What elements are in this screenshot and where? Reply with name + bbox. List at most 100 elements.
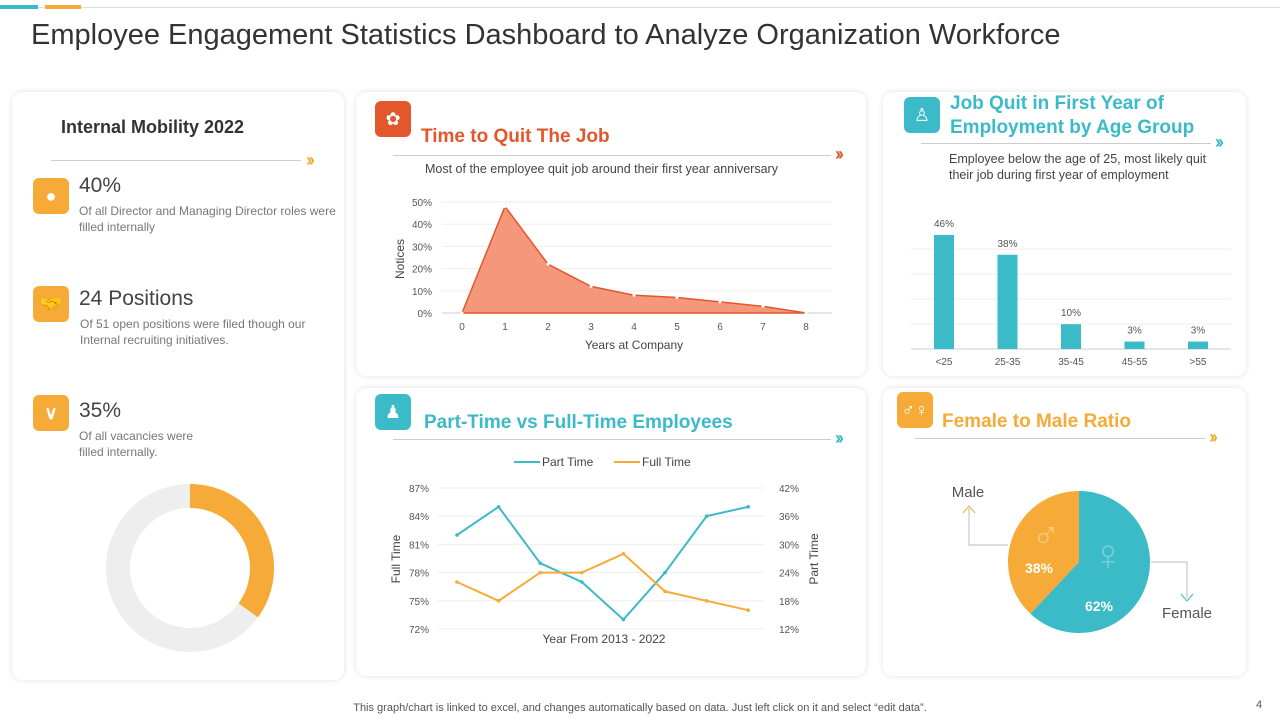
- legend-label: Part Time: [542, 455, 594, 469]
- bar: [1061, 324, 1081, 349]
- person-icon: ●: [33, 178, 69, 214]
- y-right-tick-label: 30%: [779, 540, 799, 551]
- part-full-chart: 72% 12% 75% 18% 78% 24% 81% 30% 84% 36% 87% 42% Part…: [389, 455, 821, 646]
- pie-slice-female: [1030, 491, 1150, 633]
- y-right-tick-label: 12%: [779, 625, 799, 636]
- divider: [393, 439, 831, 440]
- stat-text: Of all vacancies were filled internally.: [79, 429, 194, 459]
- x-tick-label: 4: [631, 322, 637, 333]
- x-tick-label: 8: [803, 322, 809, 333]
- x-tick-label: 6: [717, 322, 723, 333]
- time-to-quit-panel: [356, 92, 866, 376]
- data-point: [496, 599, 501, 603]
- arrow-up-icon: [962, 505, 976, 514]
- divider: [393, 155, 831, 156]
- chevron-right-icon: ››: [835, 428, 844, 448]
- y-right-axis-label: Part Time: [807, 533, 821, 585]
- data-point: [538, 561, 542, 565]
- age-group-title-line2: Employment by Age Group: [950, 117, 1195, 138]
- chevron-right-icon: ››: [1215, 132, 1224, 152]
- data-point: [460, 311, 464, 315]
- pie-data-label: 62%: [1085, 598, 1114, 614]
- donut-arc: [189, 484, 274, 618]
- data-point: [455, 533, 459, 537]
- y-right-tick-label: 42%: [779, 484, 799, 495]
- y-left-tick-label: 84%: [409, 512, 429, 523]
- x-tick-label: 2: [545, 322, 551, 333]
- data-point: [580, 570, 584, 575]
- y-tick-label: 10%: [412, 287, 432, 298]
- data-point: [761, 304, 765, 308]
- y-left-tick-label: 87%: [409, 484, 429, 495]
- bar: [1188, 341, 1208, 349]
- pie-legend-label: Male: [952, 484, 985, 501]
- y-right-tick-label: 24%: [779, 569, 799, 580]
- stat-text: Of all Director and Managing Director ro…: [79, 204, 336, 234]
- pie-data-label: 38%: [1025, 560, 1054, 576]
- data-label: 10%: [1061, 308, 1081, 319]
- data-label: 46%: [934, 219, 954, 230]
- data-point: [621, 552, 626, 556]
- male-female-icon: ♂♀: [897, 392, 933, 428]
- ratio-title: Female to Male Ratio: [942, 411, 1131, 432]
- data-point: [632, 293, 636, 297]
- bar: [934, 234, 954, 349]
- checkmark-icon: ∨: [33, 395, 69, 431]
- data-point: [718, 300, 722, 304]
- x-tick-label: 25-35: [995, 357, 1021, 368]
- internal-mobility-title: Internal Mobility 2022: [61, 117, 245, 137]
- data-point: [503, 204, 507, 208]
- x-tick-label: >55: [1190, 357, 1207, 368]
- x-tick-label: 1: [502, 322, 508, 333]
- data-point: [804, 311, 808, 315]
- divider: [921, 143, 1211, 144]
- data-point: [704, 599, 709, 603]
- y-right-tick-label: 18%: [779, 597, 799, 608]
- x-tick-label: 35-45: [1058, 357, 1084, 368]
- brain-icon: ✿: [375, 101, 411, 137]
- x-tick-label: 7: [760, 322, 766, 333]
- data-point: [746, 505, 750, 509]
- data-point: [538, 570, 542, 575]
- area-series: [460, 204, 807, 314]
- data-point: [746, 608, 750, 612]
- pie-slice-male: [1008, 491, 1079, 614]
- data-label: 38%: [997, 239, 1017, 250]
- y-left-tick-label: 72%: [409, 625, 429, 636]
- x-tick-label: 45-55: [1122, 357, 1148, 368]
- legend-label: Full Time: [642, 455, 691, 469]
- data-point: [580, 580, 584, 584]
- y-tick-label: 0%: [418, 309, 433, 320]
- age-group-chart: 46% <25 38% 25-35 10% 35-45 3% 45-55 3% >55: [911, 219, 1231, 368]
- data-point: [546, 262, 550, 266]
- y-left-tick-label: 78%: [409, 569, 429, 580]
- mobility-donut: [106, 484, 274, 652]
- chevron-right-icon: ››: [1209, 427, 1218, 447]
- x-tick-label: 0: [459, 322, 465, 333]
- time-to-quit-chart: 0% 10% 20% 30% 40% 50% 0 1 2 3 4 5 6 7 8 Years at Compa…: [393, 198, 832, 352]
- x-tick-label: <25: [936, 357, 953, 368]
- series-line: [456, 552, 749, 612]
- y-tick-label: 40%: [412, 220, 432, 231]
- series-line: [456, 505, 749, 622]
- data-label: 3%: [1127, 326, 1142, 337]
- accent-bar-orange: [45, 5, 81, 9]
- stat-value: 40%: [79, 174, 122, 197]
- data-point: [621, 617, 626, 622]
- male-leader-line: [968, 508, 1008, 546]
- page-title: Employee Engagement Statistics Dashboard…: [31, 19, 1061, 51]
- data-point: [704, 514, 709, 518]
- y-left-tick-label: 75%: [409, 597, 429, 608]
- y-left-tick-label: 81%: [409, 540, 429, 551]
- y-left-axis-label: Full Time: [389, 534, 403, 583]
- y-right-tick-label: 36%: [779, 512, 799, 523]
- data-point: [589, 284, 593, 288]
- x-tick-label: 3: [588, 322, 594, 333]
- x-axis-label: Year From 2013 - 2022: [543, 632, 666, 646]
- divider: [915, 438, 1205, 439]
- x-tick-label: 5: [674, 322, 680, 333]
- stat-text: Of 51 open positions were filed though o…: [80, 317, 306, 347]
- chevron-right-icon: ››: [306, 150, 315, 170]
- data-point: [675, 295, 679, 299]
- y-tick-label: 20%: [412, 265, 432, 276]
